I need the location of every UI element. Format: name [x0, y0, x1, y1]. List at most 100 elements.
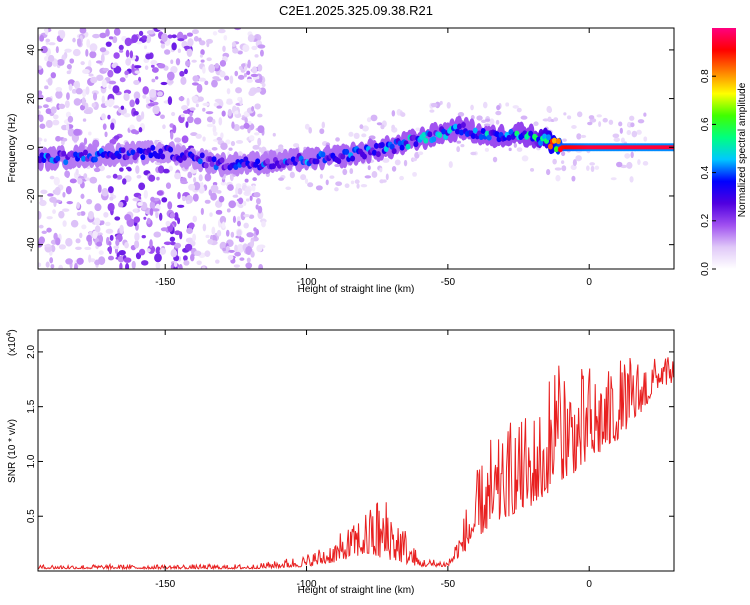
spectrogram-noise-cell — [589, 162, 595, 166]
spectrogram-noise-cell — [206, 123, 214, 128]
spectrogram-noise-cell — [53, 176, 60, 186]
spectrogram-noise-cell — [182, 110, 190, 114]
spectrogram-noise-cell — [58, 103, 66, 110]
spectrogram-noise-cell — [334, 187, 339, 192]
spectrogram-noise-cell — [177, 48, 181, 54]
spectrogram-noise-cell — [118, 249, 126, 256]
spectrogram-noise-cell — [215, 78, 222, 82]
spectrogram-noise-cell — [192, 29, 199, 35]
spectrogram-noise-cell — [319, 173, 323, 179]
spectrogram-noise-cell — [107, 202, 115, 212]
spectrogram-noise-cell — [62, 220, 67, 227]
spectrogram-noise-cell — [415, 127, 421, 131]
spectrogram-ridge-cell — [158, 148, 164, 155]
spectrogram-noise-cell — [183, 45, 192, 50]
spectrogram-noise-cell — [211, 226, 216, 235]
spectrogram-noise-cell — [246, 232, 254, 238]
spectrogram-noise-cell — [84, 246, 92, 251]
spectrogram-noise-cell — [636, 129, 642, 135]
spectrogram-noise-cell — [71, 88, 77, 94]
spectrogram-noise-cell — [370, 114, 378, 122]
spectrogram-noise-cell — [403, 159, 408, 167]
spectrogram-noise-cell — [206, 41, 210, 48]
spectrogram-noise-cell — [94, 217, 101, 226]
spectrogram-noise-cell — [200, 207, 204, 216]
spectrogram-noise-cell — [99, 47, 107, 53]
spectrogram-noise-cell — [379, 167, 383, 173]
spectrogram-ridge-cell — [63, 159, 69, 166]
spectrogram-ridge-cell — [545, 134, 551, 141]
spectrogram-ridge-cell — [486, 134, 492, 141]
spectrogram-ridge-cell — [181, 154, 187, 161]
spectrogram-noise-cell — [58, 210, 65, 219]
spectrogram-noise-cell — [157, 63, 166, 69]
spectrogram-noise-cell — [58, 244, 67, 250]
spectrogram-noise-cell — [554, 167, 562, 171]
spectrogram-noise-cell — [171, 34, 177, 39]
spectrogram-xlabel: Height of straight line (km) — [298, 284, 415, 295]
spectrogram-noise-cell — [233, 264, 241, 268]
spectrogram-noise-cell — [533, 121, 539, 127]
spectrogram-noise-cell — [227, 184, 234, 191]
spectrogram-noise-cell — [217, 28, 226, 34]
spectrogram-noise-cell — [91, 102, 96, 108]
spectrogram-noise-cell — [516, 107, 522, 113]
spectrogram-noise-cell — [321, 121, 326, 129]
spectrogram-noise-cell — [62, 137, 68, 142]
spectrogram-noise-cell — [80, 193, 85, 199]
spectrogram-noise-cell — [146, 30, 155, 35]
spectrogram-noise-cell — [137, 202, 143, 207]
spectrogram-noise-cell — [41, 230, 47, 234]
spectrogram-noise-cell — [226, 88, 231, 95]
spectrogram-noise-cell — [249, 135, 255, 141]
spectrogram-ridge-cell — [150, 144, 156, 151]
spectrogram-noise-cell — [155, 262, 161, 269]
spectrogram-noise-cell — [114, 216, 121, 221]
spectrogram-noise-cell — [261, 82, 266, 87]
spectrogram-noise-cell — [136, 114, 142, 122]
snr-xtick-label: -100 — [297, 579, 317, 590]
spectrogram-noise-cell — [92, 92, 98, 101]
spectrogram-noise-cell — [380, 124, 385, 130]
spectrogram-noise-cell — [195, 103, 199, 108]
snr-xtick-label: -150 — [155, 579, 175, 590]
spectrogram-noise-cell — [124, 214, 132, 221]
spectrogram-noise-cell — [133, 111, 139, 116]
spectrogram-noise-cell — [193, 36, 199, 42]
spectrogram-noise-cell — [38, 236, 45, 245]
spectrogram-ridge-cell — [528, 130, 534, 137]
spectrogram-noise-cell — [484, 118, 491, 122]
spectrogram-noise-cell — [210, 192, 218, 201]
spectrogram-noise-cell — [46, 227, 52, 233]
spectrogram-noise-cell — [45, 97, 52, 103]
spectrogram-noise-cell — [105, 221, 111, 227]
spectrogram-noise-cell — [360, 184, 368, 188]
spectrogram-ridge-cell — [138, 148, 144, 155]
spectrogram-ridge-cell — [405, 143, 411, 150]
spectrogram-noise-cell — [49, 196, 57, 203]
spectrogram-noise-cell — [492, 156, 498, 163]
colorbar-label: Normalized spectral amplitude — [737, 82, 748, 217]
spectrogram-ridge-cell — [61, 150, 67, 157]
spectrogram-noise-cell — [38, 105, 43, 109]
spectrogram-noise-cell — [412, 157, 418, 162]
spectrogram-noise-cell — [65, 186, 72, 195]
spectrogram-noise-cell — [119, 77, 126, 83]
spectrogram-noise-cell — [350, 180, 355, 185]
spectrogram-noise-cell — [102, 67, 109, 72]
spectrogram-noise-cell — [75, 168, 79, 176]
spectrogram-noise-cell — [586, 165, 590, 171]
spectrogram-noise-cell — [180, 180, 188, 185]
spectrogram-noise-cell — [185, 121, 189, 128]
colorbar-tick-label: 0.0 — [700, 262, 711, 276]
spectrogram-noise-cell — [241, 63, 246, 68]
spectrogram-ridge-cell — [146, 147, 152, 154]
spectrogram-ridge-cell — [421, 131, 427, 138]
spectrogram-noise-cell — [237, 187, 243, 195]
spectrogram-noise-cell — [608, 119, 614, 125]
spectrogram-noise-cell — [66, 92, 70, 100]
spectrogram-noise-cell — [81, 224, 87, 230]
spectrogram-noise-cell — [430, 102, 438, 108]
spectrogram-noise-cell — [223, 34, 228, 41]
spectrogram-noise-cell — [65, 258, 73, 265]
